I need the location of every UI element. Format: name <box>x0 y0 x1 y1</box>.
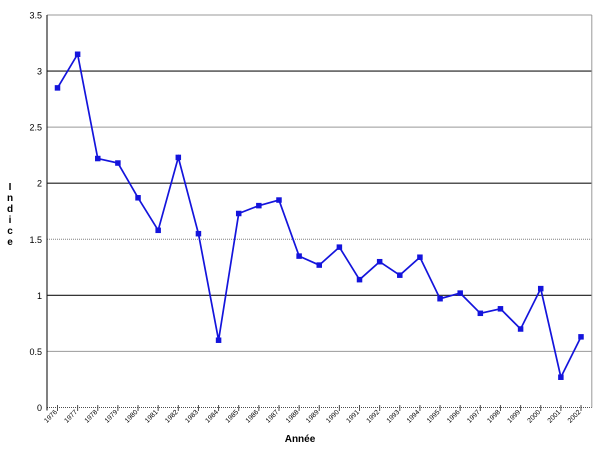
svg-text:0.5: 0.5 <box>29 347 42 357</box>
svg-text:0: 0 <box>37 403 42 413</box>
svg-text:3.5: 3.5 <box>29 11 42 21</box>
svg-text:1.5: 1.5 <box>29 235 42 245</box>
svg-text:3: 3 <box>37 67 42 77</box>
svg-text:1: 1 <box>37 291 42 301</box>
svg-text:2.5: 2.5 <box>29 123 42 133</box>
svg-text:2: 2 <box>37 179 42 189</box>
